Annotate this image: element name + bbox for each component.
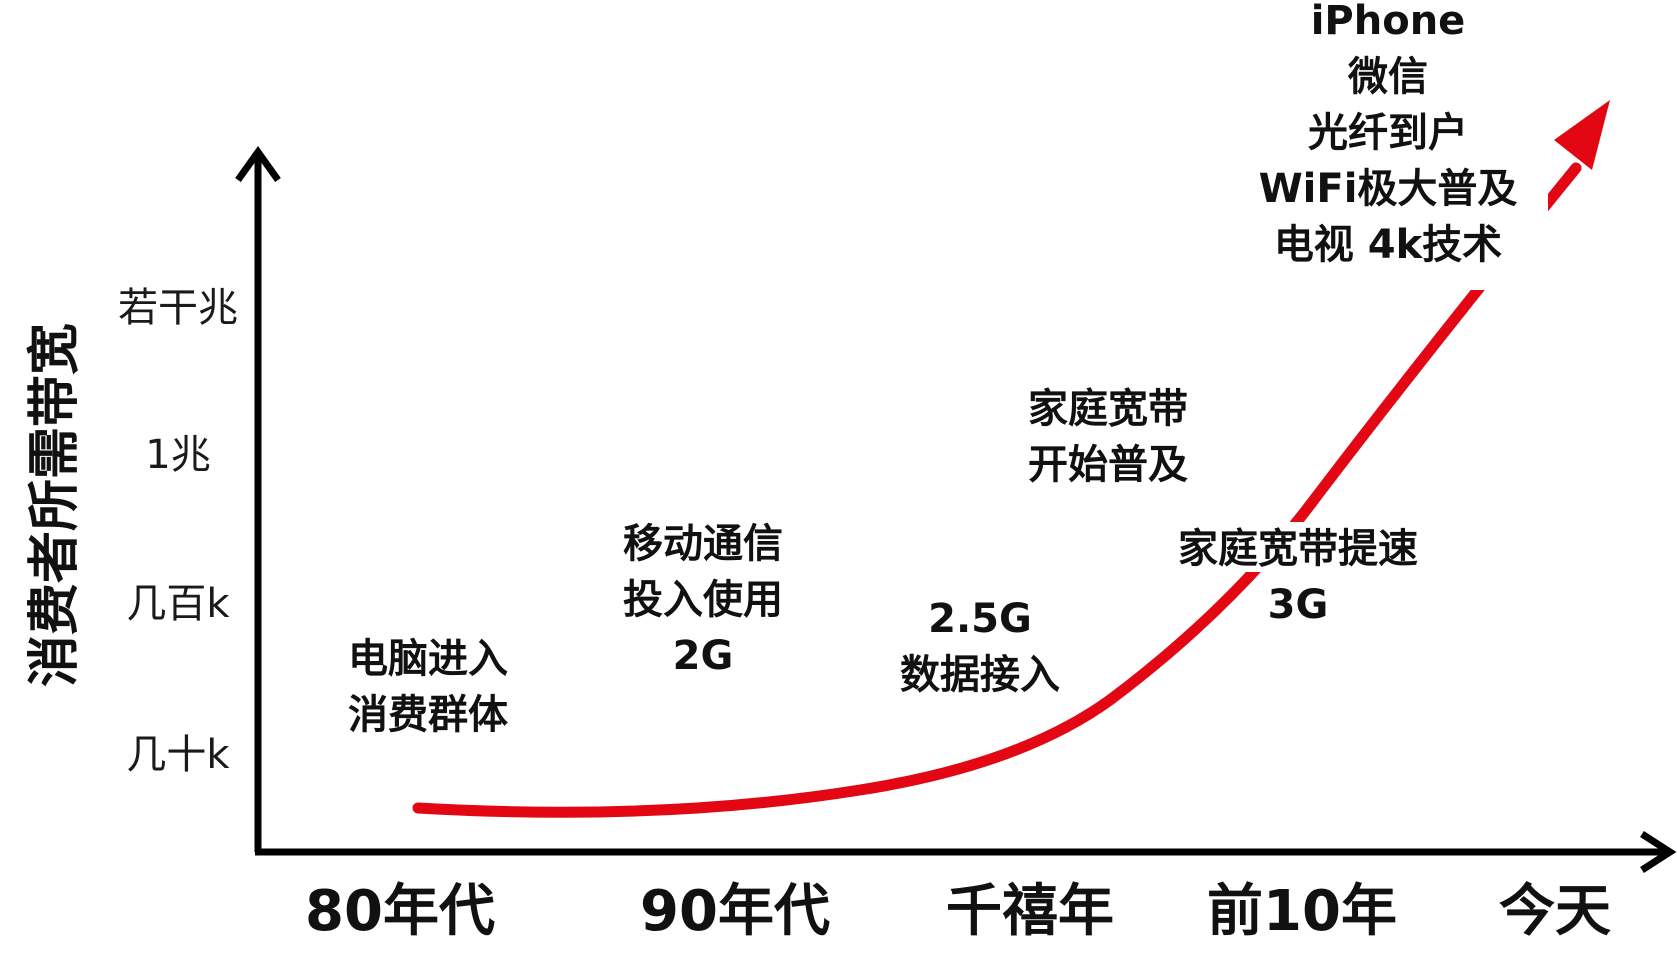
- y-tick-label: 1兆: [145, 432, 210, 478]
- series-line: [412, 162, 1582, 818]
- series-layer: [412, 100, 1610, 818]
- x-tick-label: 90年代: [640, 879, 830, 944]
- annotation: 家庭宽带提速 3G: [1148, 522, 1448, 628]
- x-tick-label: 千禧年: [946, 879, 1114, 944]
- annotation-line: WiFi极大普及: [1259, 166, 1518, 212]
- annotation-line: 2G: [673, 633, 734, 679]
- annotation: 2.5G 数据接入: [900, 596, 1060, 698]
- annotation-line: 移动通信: [623, 521, 783, 567]
- y-tick-label: 若干兆: [118, 285, 238, 331]
- annotation-backing: [1228, 0, 1548, 290]
- annotation-line: 家庭宽带: [1028, 386, 1188, 432]
- series-arrowhead: [1554, 100, 1610, 170]
- x-tick-labels: 80年代 90年代 千禧年 前10年 今天: [305, 879, 1611, 944]
- annotation-backing: [1148, 522, 1448, 572]
- y-tick-label: 几百k: [126, 581, 230, 627]
- y-axis-arrow: [235, 145, 281, 183]
- y-axis-label: 消费者所需带宽: [25, 323, 85, 687]
- annotation-line: 数据接入: [900, 652, 1060, 698]
- annotation-line: 2.5G: [928, 596, 1032, 642]
- annotation-line: iPhone: [1311, 0, 1466, 44]
- annotation-line: 微信: [1347, 54, 1428, 100]
- annotation-line: 开始普及: [1028, 442, 1188, 488]
- annotation-line: 3G: [1268, 582, 1329, 628]
- annotation-line: 消费群体: [348, 692, 508, 738]
- annotation-line: 投入使用: [623, 577, 783, 623]
- annotation-line: 电视 4k技术: [1274, 222, 1502, 268]
- annotation-line: 光纤到户: [1308, 110, 1468, 156]
- x-tick-label: 前10年: [1207, 879, 1397, 944]
- annotation-line: 家庭宽带提速: [1178, 526, 1418, 572]
- axes: [235, 145, 1677, 873]
- annotation-line: 电脑进入: [348, 636, 508, 682]
- y-tick-label: 几十k: [126, 732, 230, 778]
- x-tick-label: 今天: [1499, 879, 1611, 944]
- x-tick-label: 80年代: [305, 879, 495, 944]
- y-tick-labels: 几十k 几百k 1兆 若干兆: [118, 285, 238, 778]
- x-axis-arrow: [1640, 831, 1677, 873]
